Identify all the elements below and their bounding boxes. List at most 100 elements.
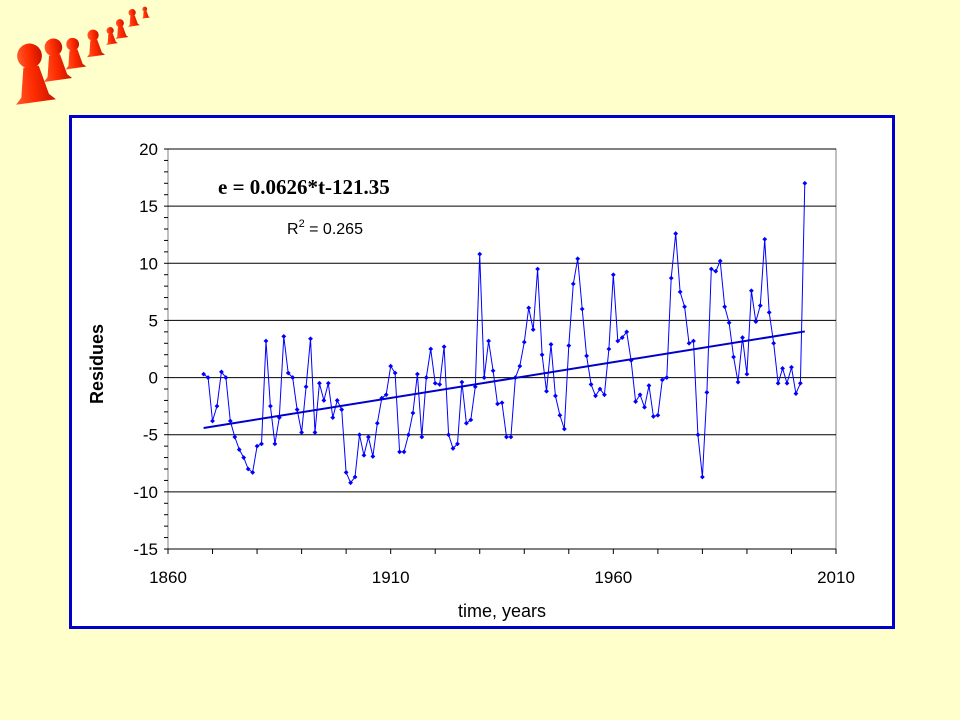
y-tick-label: 20 xyxy=(139,140,158,159)
data-point xyxy=(374,420,380,426)
trend-line xyxy=(203,330,805,429)
data-point xyxy=(499,400,505,406)
data-point xyxy=(463,420,469,426)
data-point xyxy=(352,474,358,480)
data-point xyxy=(241,455,247,460)
data-point xyxy=(317,380,322,386)
data-point xyxy=(784,380,790,386)
data-point xyxy=(602,392,607,398)
y-tick-label: 15 xyxy=(139,197,158,216)
data-point xyxy=(762,236,768,242)
data-point xyxy=(570,281,576,287)
data-point xyxy=(575,256,581,262)
pawn-icon xyxy=(106,27,118,45)
pawn-icon xyxy=(142,6,150,19)
data-point xyxy=(232,434,238,440)
data-point xyxy=(468,417,474,423)
data-point xyxy=(771,340,777,346)
data-point xyxy=(588,382,594,387)
data-point xyxy=(250,470,256,475)
data-point xyxy=(441,344,447,350)
x-axis: 1860 1910 1960 2010 xyxy=(149,548,855,587)
data-point xyxy=(740,335,745,340)
data-point xyxy=(236,447,242,452)
data-point xyxy=(526,305,532,311)
data-point xyxy=(406,432,411,438)
data-point xyxy=(205,375,211,380)
series xyxy=(201,180,808,486)
data-point xyxy=(383,392,389,398)
pawn-icon xyxy=(16,43,56,105)
data-point xyxy=(691,338,696,344)
data-point xyxy=(566,343,572,348)
pawn-icon xyxy=(128,9,140,27)
data-point xyxy=(637,392,643,398)
data-point xyxy=(726,320,732,326)
data-point xyxy=(477,251,483,257)
data-point xyxy=(797,380,803,386)
y-tick-label: 0 xyxy=(149,369,158,388)
data-point xyxy=(775,380,781,386)
pawn-icon xyxy=(86,29,106,58)
data-point xyxy=(735,379,741,385)
data-point xyxy=(544,388,549,394)
data-point xyxy=(495,401,500,407)
data-point xyxy=(659,377,665,383)
pawn-icon xyxy=(65,37,87,70)
y-axis-title: Residues xyxy=(87,324,107,404)
data-point xyxy=(294,407,300,412)
data-point xyxy=(419,434,425,440)
y-tick-label: -5 xyxy=(143,426,158,445)
data-point xyxy=(210,418,215,424)
r2-prefix: R xyxy=(287,221,299,238)
data-point xyxy=(789,364,794,370)
y-tick-label: 5 xyxy=(149,311,158,330)
data-point xyxy=(227,418,233,424)
data-point xyxy=(259,441,264,447)
data-point xyxy=(446,432,451,438)
data-point xyxy=(219,369,224,375)
data-point xyxy=(334,398,340,403)
red-pawns-logo xyxy=(16,6,150,105)
data-point xyxy=(508,434,514,440)
data-point xyxy=(708,266,714,272)
data-point xyxy=(673,231,679,236)
data-point xyxy=(450,446,456,451)
data-point xyxy=(437,382,443,387)
x-tick-label: 1960 xyxy=(594,568,632,587)
data-point xyxy=(539,352,545,358)
data-point xyxy=(593,393,598,399)
data-point xyxy=(321,398,327,403)
data-point xyxy=(717,258,723,264)
data-point xyxy=(370,454,376,459)
data-point xyxy=(245,466,251,472)
data-point xyxy=(584,353,590,359)
x-tick-label: 1910 xyxy=(372,568,410,587)
data-point xyxy=(557,412,563,418)
data-point xyxy=(722,304,728,310)
data-point xyxy=(459,379,465,385)
data-point xyxy=(201,371,207,377)
data-point xyxy=(330,415,336,420)
data-point xyxy=(397,449,402,455)
data-point xyxy=(731,354,736,360)
pawn-icon xyxy=(115,19,129,39)
data-point xyxy=(606,346,612,352)
data-point xyxy=(303,384,309,390)
data-point xyxy=(610,272,616,278)
plot-area xyxy=(167,148,837,550)
data-point xyxy=(619,335,625,340)
data-point xyxy=(753,319,759,324)
data-point xyxy=(766,310,772,315)
data-point xyxy=(361,452,367,458)
data-point xyxy=(633,399,638,404)
data-point xyxy=(802,180,808,186)
data-point xyxy=(223,375,229,380)
data-point xyxy=(423,375,429,380)
data-point xyxy=(668,275,674,281)
data-point xyxy=(704,390,710,395)
data-point xyxy=(517,363,523,369)
data-point xyxy=(686,340,692,346)
data-point xyxy=(535,266,541,272)
data-point xyxy=(744,371,750,377)
